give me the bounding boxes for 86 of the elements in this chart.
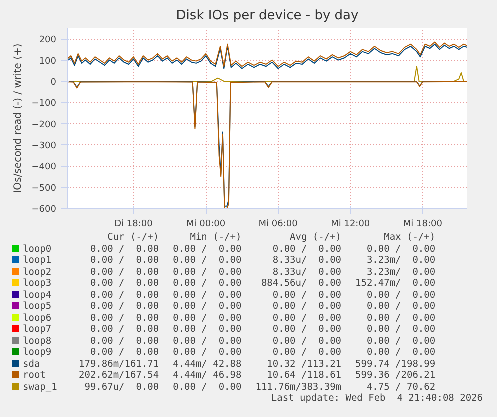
text: 0.00 / 0.00 (172, 266, 242, 278)
y-tick-label: −400 (32, 162, 57, 173)
text: 0.00 / 0.00 (172, 244, 242, 255)
y-tick-label: 200 (39, 36, 57, 46)
text: 0.00 / 0.00 (272, 244, 342, 255)
text: 0.00 / 0.00 (89, 347, 160, 358)
y-tick-label: −600 (32, 205, 57, 215)
legend-label: swap_1 (22, 382, 58, 393)
text: 10.64 /118.61 (266, 370, 342, 382)
text: Cur (-/+) (106, 232, 160, 244)
legend-label: loop2 (22, 266, 53, 278)
text: 0.00 / 0.00 (272, 301, 342, 312)
y-tick-label: −100 (32, 99, 57, 110)
text: 0.00 / 0.00 (89, 312, 160, 324)
text: Avg (-/+) (289, 232, 342, 244)
text: 0.00 / 0.00 (272, 290, 342, 301)
text: 179.86m/161.71 (78, 358, 160, 370)
text: 0.00 / 0.00 (172, 336, 242, 347)
text: 10.32 /113.21 (266, 358, 342, 370)
text: 4.44m/ 42.88 (172, 358, 242, 370)
y-tick-label: 100 (39, 56, 57, 67)
text: 0.00 / 0.00 (172, 347, 242, 358)
text: 0.00 / 0.00 (89, 278, 160, 290)
text: 0.00 / 0.00 (89, 324, 160, 336)
y-tick-label: −500 (32, 184, 57, 194)
text: 0.00 / 0.00 (89, 290, 160, 301)
text: 3.23m/ 0.00 (366, 255, 436, 266)
text: 0.00 / 0.00 (89, 336, 160, 347)
text: 0.00 / 0.00 (272, 336, 342, 347)
y-axis-title: IOs/second read (-) / write (+) (12, 44, 24, 194)
legend-label: loop7 (22, 324, 53, 336)
text: 0.00 / 0.00 (366, 336, 436, 347)
text: 0.00 / 0.00 (172, 382, 242, 393)
text: 152.47m/ 0.00 (354, 278, 436, 290)
y-tick-label: 0 (50, 78, 57, 88)
legend-label: sda (22, 358, 42, 370)
x-tick-label: Mi 00:00 (186, 220, 226, 230)
text: 0.00 / 0.00 (172, 290, 242, 301)
chart-title: Disk IOs per device - by day (176, 8, 360, 24)
text: 111.76m/383.39m (254, 382, 342, 393)
legend-label: loop9 (22, 347, 53, 358)
text: 0.00 / 0.00 (89, 244, 160, 255)
legend-label: root (22, 370, 47, 382)
y-tick-label: −300 (32, 141, 57, 152)
legend-label: loop4 (22, 290, 53, 301)
text: 0.00 / 0.00 (89, 255, 160, 266)
text: 8.33u/ 0.00 (272, 255, 342, 266)
text: 0.00 / 0.00 (272, 324, 342, 336)
text: 0.00 / 0.00 (89, 301, 160, 312)
text: 0.00 / 0.00 (366, 347, 436, 358)
text: 884.56u/ 0.00 (260, 278, 342, 290)
text: 599.36 /206.21 (354, 370, 436, 382)
x-tick-label: Mi 18:00 (403, 220, 443, 230)
text: 0.00 / 0.00 (172, 255, 242, 266)
x-tick-label: Di 18:00 (114, 220, 154, 230)
text: 0.00 / 0.00 (172, 324, 242, 336)
legend-label: loop5 (22, 301, 53, 312)
text: 0.00 / 0.00 (366, 301, 436, 312)
text: 0.00 / 0.00 (172, 301, 242, 312)
text: 0.00 / 0.00 (272, 347, 342, 358)
legend-label: loop8 (22, 336, 53, 347)
text: Last update: Wed Feb 4 21:40:08 2026 (270, 393, 483, 404)
text: 0.00 / 0.00 (172, 312, 242, 324)
text: 0.00 / 0.00 (89, 266, 160, 278)
text: 8.33u/ 0.00 (272, 266, 342, 278)
y-tick-label: −200 (32, 120, 57, 130)
x-tick-label: Mi 06:00 (258, 220, 298, 230)
text: 99.67u/ 0.00 (84, 382, 160, 393)
legend-label: loop3 (22, 278, 53, 290)
text: 0.00 / 0.00 (366, 290, 436, 301)
text: 0.00 / 0.00 (366, 312, 436, 324)
text: Min (-/+) (189, 232, 242, 244)
text: 4.75 / 70.62 (366, 382, 436, 393)
legend-label: loop1 (22, 255, 53, 266)
text: 0.00 / 0.00 (366, 324, 436, 336)
legend-label: loop0 (22, 244, 53, 255)
text: 0.00 / 0.00 (272, 312, 342, 324)
text: 599.74 /198.99 (354, 358, 436, 370)
text: 4.44m/ 46.98 (172, 370, 242, 382)
text: 202.62m/167.54 (78, 370, 160, 382)
text: Max (-/+) (383, 232, 436, 244)
text: 0.00 / 0.00 (366, 244, 436, 255)
text: 3.23m/ 0.00 (366, 266, 436, 278)
text: 0.00 / 0.00 (172, 278, 242, 290)
x-tick-label: Mi 12:00 (331, 220, 370, 230)
legend-label: loop6 (22, 312, 53, 324)
